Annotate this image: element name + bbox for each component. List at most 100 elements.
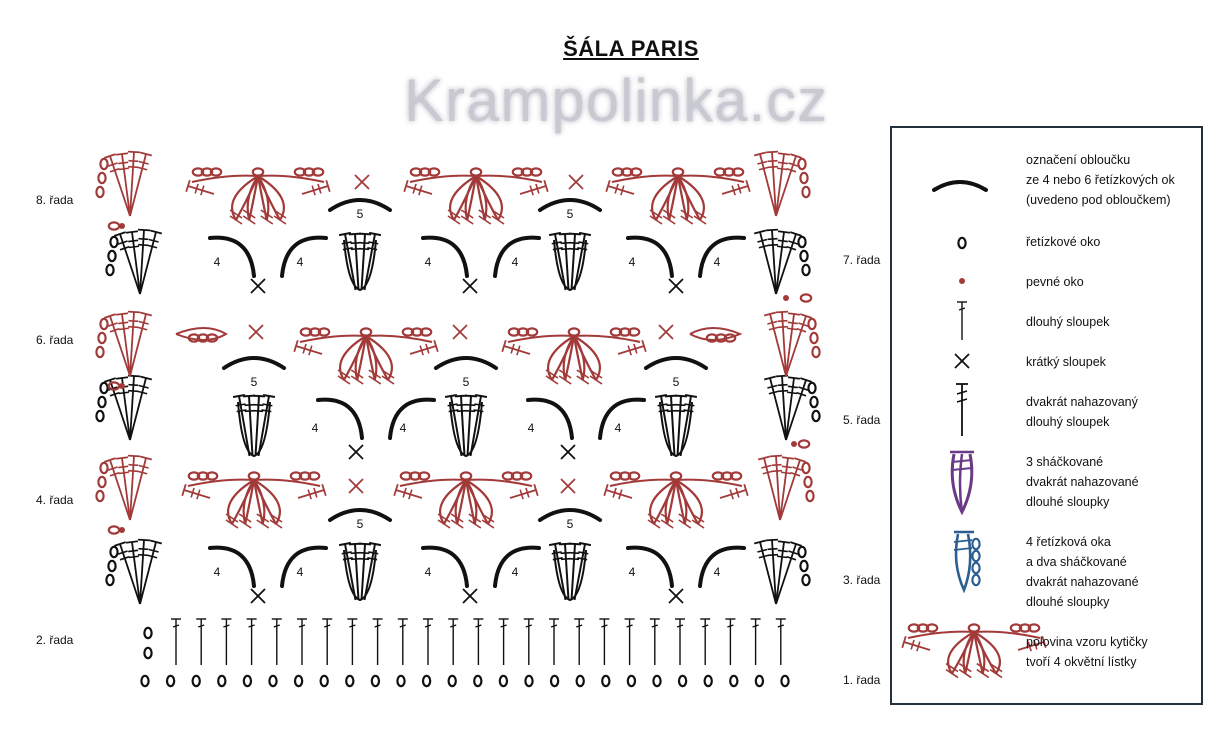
double-crochet-symbol: [372, 618, 383, 665]
treble-crochet-symbol: [127, 454, 141, 521]
arc-count-label: 4: [615, 421, 622, 435]
treble-crochet-symbol: [252, 394, 266, 457]
treble-crochet-symbol: [558, 232, 572, 291]
double-crochet-symbol: [599, 618, 610, 665]
chain-stitch-symbol: [729, 674, 739, 688]
chain-stitch-symbol: [498, 674, 509, 688]
slip-stitch-symbol: [791, 441, 797, 447]
treble-crochet-symbol: [765, 228, 779, 295]
chain-stitch-symbol: [99, 381, 109, 395]
treble-crochet-symbol: [775, 231, 802, 295]
treble-crochet-symbol: [409, 340, 439, 356]
chain-stitch-symbol: [99, 461, 109, 475]
single-crochet-symbol: [568, 174, 584, 190]
chain-arc-symbol: [493, 235, 541, 278]
treble-crochet-symbol: [501, 340, 531, 356]
chain-stitch-symbol: [187, 471, 201, 481]
legend-treble-symbol: [956, 383, 968, 436]
treble-crochet-symbol: [769, 454, 783, 521]
treble-crochet-symbol: [139, 229, 163, 295]
chain-stitch-symbol: [731, 167, 745, 177]
chain-stitch-symbol: [99, 317, 109, 331]
chain-stitch-symbol: [807, 317, 817, 331]
chain-stitch-symbol: [97, 331, 107, 345]
treble-crochet-symbol: [1017, 636, 1047, 652]
chain-arc-symbol: [316, 397, 364, 440]
double-crochet-symbol: [523, 618, 534, 665]
edge-fan-symbol: [753, 228, 811, 295]
chain-stitch-symbol: [797, 545, 807, 559]
chain-stitch-symbol: [575, 674, 585, 688]
chain-arc-symbol: [280, 235, 328, 278]
rows-7-8-band: 4 4 4 4 4 4 5 5: [95, 150, 811, 295]
treble-crochet-symbol: [115, 152, 131, 217]
arc-count-label: 5: [567, 207, 574, 221]
chain-stitch-symbol: [799, 249, 809, 263]
flower-motif-symbol: [603, 471, 749, 529]
edge-fan-symbol: [757, 454, 815, 521]
single-crochet-symbol: [560, 444, 576, 460]
legend-tr-text: dvakrát nahazovaný dlouhý sloupek: [1026, 395, 1138, 429]
chain-stitch-symbol: [609, 471, 623, 481]
chain-stitch-symbol: [95, 345, 105, 359]
chain-stitch-symbol: [629, 167, 643, 177]
chain-stitch-symbol: [293, 674, 304, 688]
double-crochet-symbol: [957, 301, 967, 340]
treble-crochet-symbol: [568, 542, 582, 601]
treble-crochet-symbol: [125, 230, 141, 295]
legend-flower-symbol: [901, 623, 1047, 679]
chain-stitch-symbol: [801, 263, 811, 277]
stitch-cluster-symbol: [232, 393, 276, 458]
legend-cluster2-symbol: [953, 530, 981, 594]
chain-stitch-symbol: [601, 674, 611, 688]
row-label-4: 4. řada: [36, 493, 74, 507]
single-crochet-symbol: [462, 278, 478, 294]
chain-stitch-symbol: [95, 185, 105, 199]
arc-count-label: 4: [214, 565, 221, 579]
chain-stitch-symbol: [799, 293, 813, 303]
arc-count-label: 4: [714, 255, 721, 269]
arc-count-label: 5: [673, 375, 680, 389]
chain-arc-symbol: [208, 545, 256, 588]
crochet-chart: 4 4 4 4 4 4 5 5 4 4 4 4 5 5 5 4 4 4 4 4 4 5 5: [95, 150, 821, 688]
chain-stitch-symbol: [370, 674, 381, 688]
flower-motif-symbol: [185, 167, 331, 225]
treble-crochet-symbol: [358, 542, 372, 601]
double-crochet-symbol: [271, 618, 282, 665]
arc-count-label: 4: [714, 565, 721, 579]
treble-crochet-symbol: [753, 229, 777, 295]
single-crochet-symbol: [954, 353, 970, 369]
treble-crochet-symbol: [519, 180, 549, 196]
single-crochet-symbol: [668, 278, 684, 294]
treble-crochet-symbol: [763, 311, 787, 377]
chain-stitch-symbol: [473, 674, 483, 688]
chain-stitch-symbol: [165, 674, 176, 688]
legend-sc-text: krátký sloupek: [1026, 355, 1106, 369]
chain-stitch-symbol: [97, 395, 107, 409]
chain-stitch-symbol: [671, 167, 685, 177]
chain-stitch-symbol: [677, 674, 688, 688]
flower-motif-symbol: [901, 623, 1047, 679]
chain-stitch-symbol: [567, 327, 581, 337]
chain-arc-symbol: [644, 356, 708, 370]
chain-stitch-symbol: [396, 674, 406, 688]
chain-arc-symbol: [538, 508, 602, 522]
edge-fan-symbol: [763, 310, 821, 377]
chain-arc-symbol: [434, 356, 498, 370]
double-crochet-symbol: [448, 618, 459, 665]
chain-stitch-symbol: [525, 327, 539, 337]
chain-stitch-symbol: [107, 249, 117, 263]
chain-stitch-symbol: [140, 674, 150, 688]
legend-arc-text: označení obloučku ze 4 nebo 6 řetízkovýc…: [1026, 153, 1175, 207]
single-crochet-symbol: [658, 324, 674, 340]
chain-stitch-symbol: [501, 471, 515, 481]
chain-stitch-symbol: [107, 525, 121, 535]
stitch-cluster-symbol: [444, 393, 488, 458]
chain-stitch-symbol: [811, 345, 821, 359]
edge-fan-symbol: [105, 538, 163, 605]
chain-stitch-symbol: [247, 471, 261, 481]
treble-crochet-symbol: [358, 232, 372, 291]
edge-fan-symbol: [763, 374, 821, 441]
treble-crochet-symbol: [104, 153, 131, 217]
chain-stitch-symbol: [107, 381, 121, 391]
